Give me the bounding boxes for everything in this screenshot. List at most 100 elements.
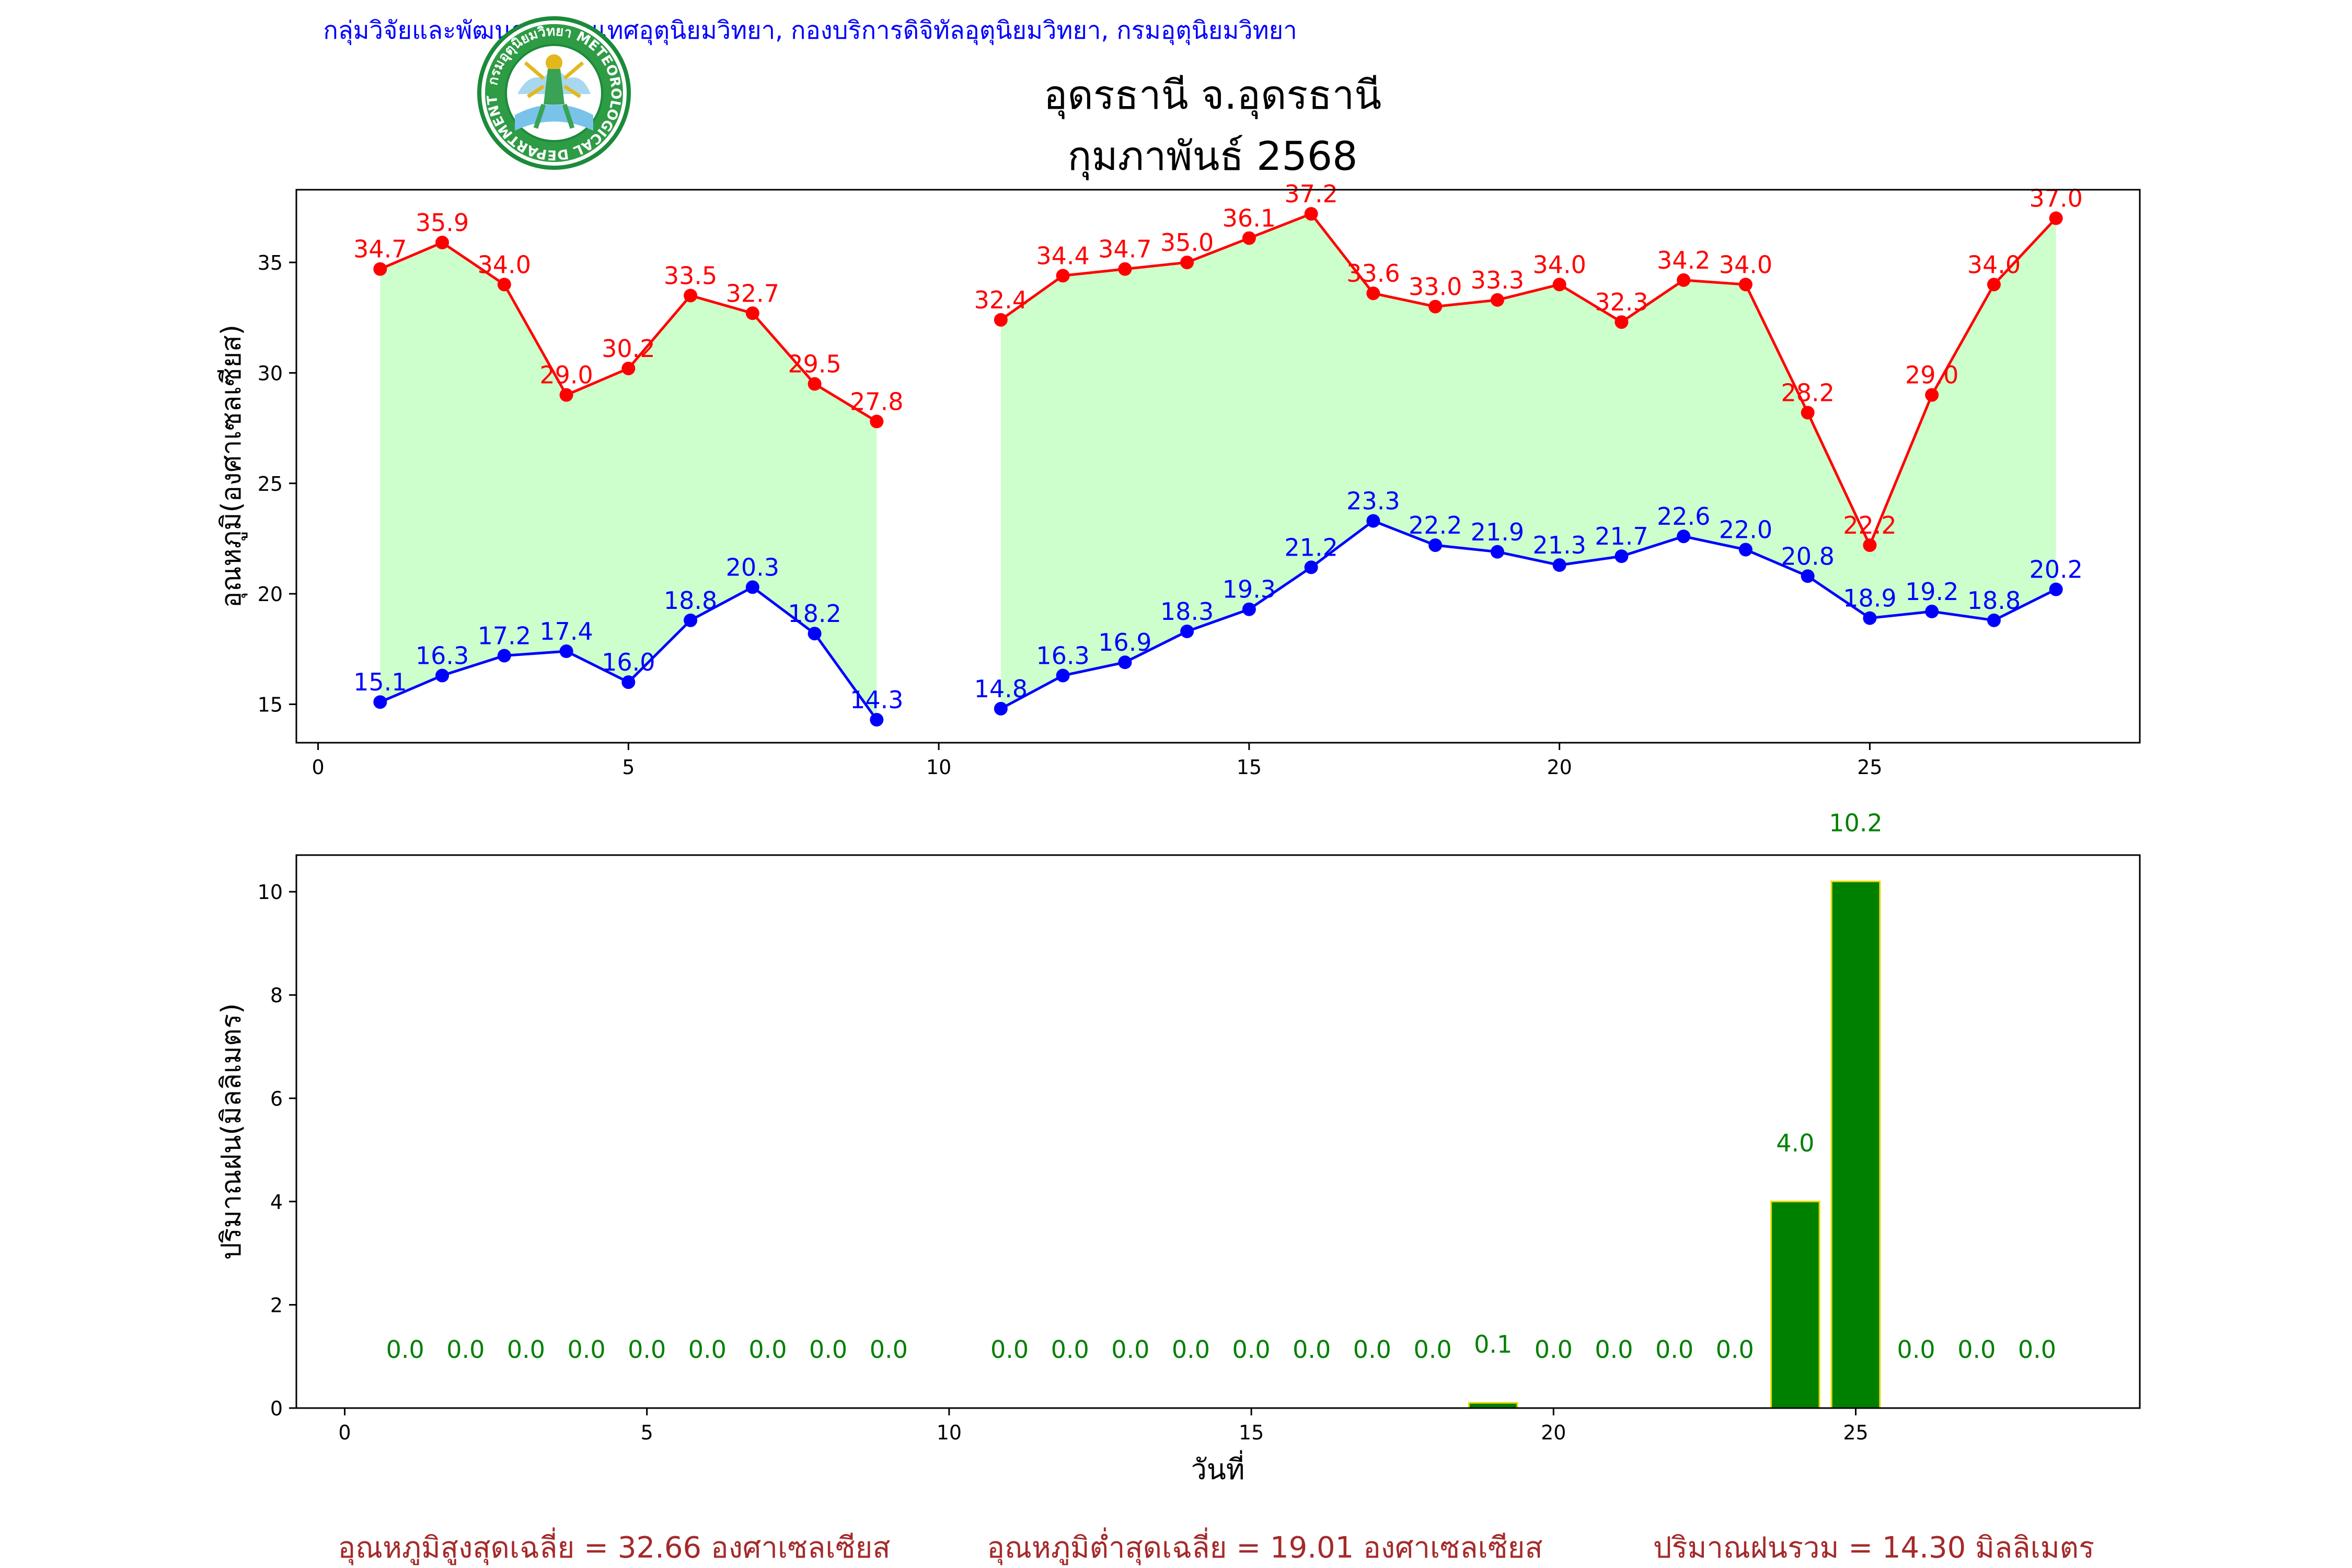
temperature-max-point (1428, 299, 1443, 314)
temperature-min-label: 21.9 (1471, 518, 1524, 546)
temperature-min-label: 18.8 (1967, 586, 2021, 615)
temperature-min-label: 18.2 (788, 599, 841, 628)
temperature-min-label: 18.3 (1160, 597, 1214, 626)
rainfall-y-tick-label: 6 (270, 1087, 283, 1110)
temperature-min-point (870, 713, 884, 727)
temperature-min-label: 20.3 (726, 553, 779, 581)
temperature-max-point (1056, 269, 1070, 283)
rainfall-data-label: 0.0 (688, 1335, 727, 1364)
temperature-min-label: 21.2 (1284, 533, 1338, 561)
temperature-min-label: 16.9 (1098, 628, 1151, 656)
rainfall-data-label: 0.0 (567, 1335, 605, 1364)
temperature-min-point (1552, 558, 1566, 572)
rainfall-y-ticks: 0 2 4 6 8 10 (258, 881, 296, 1420)
temperature-max-point (1304, 207, 1318, 221)
temperature-data-labels: 34.7 35.9 34.0 29.0 30.2 33.5 32.7 29.5 27.8 32.4… (353, 180, 2083, 714)
temperature-max-label: 33.5 (664, 261, 717, 290)
temperature-min-label: 20.8 (1781, 542, 1834, 570)
temperature-x-tick-label: 0 (312, 756, 324, 779)
temperature-min-point (1490, 545, 1504, 559)
temperature-min-label: 14.8 (974, 675, 1028, 703)
temperature-max-label: 33.0 (1409, 273, 1462, 301)
temperature-min-label: 17.4 (539, 617, 593, 645)
temperature-max-label: 34.2 (1657, 246, 1710, 274)
temperature-min-point (435, 668, 449, 683)
rainfall-y-tick-label: 2 (270, 1294, 283, 1317)
rainfall-data-label: 0.0 (990, 1335, 1029, 1364)
temperature-max-point (1987, 278, 2001, 292)
temperature-max-label: 29.0 (1905, 361, 1958, 389)
temperature-max-label: 28.2 (1781, 378, 1834, 407)
temperature-max-point (1242, 231, 1256, 245)
rainfall-data-label: 0.0 (507, 1335, 545, 1364)
temperature-min-point (1242, 602, 1256, 616)
temperature-x-tick-label: 5 (622, 756, 635, 779)
temperature-max-point (2049, 211, 2063, 225)
temperature-min-point (1366, 514, 1380, 528)
temperature-min-label: 22.2 (1409, 511, 1462, 539)
temperature-max-point (373, 262, 387, 276)
temperature-max-label: 32.4 (974, 286, 1028, 314)
rainfall-data-label: 4.0 (1776, 1129, 1814, 1157)
temperature-min-point (1987, 613, 2001, 627)
temperature-min-point (497, 649, 511, 663)
temperature-points (373, 207, 2063, 727)
temperature-max-label: 29.5 (788, 350, 841, 378)
temperature-min-point (373, 695, 387, 709)
rainfall-data-label: 0.0 (1716, 1335, 1754, 1364)
temperature-plot-frame (295, 189, 2141, 744)
temperature-max-point (745, 306, 759, 320)
temperature-min-label: 21.7 (1595, 522, 1648, 550)
temperature-min-label: 19.3 (1223, 575, 1276, 604)
temperature-min-point (1304, 560, 1318, 574)
rainfall-data-label: 0.0 (1957, 1335, 1996, 1364)
temperature-x-tick-label: 15 (1237, 756, 1262, 779)
temperature-min-point (1863, 611, 1877, 625)
temperature-max-label: 30.2 (602, 335, 655, 363)
rainfall-data-label: 0.0 (1353, 1335, 1391, 1364)
summary-avg-min: อุณหภูมิต่ำสุดเฉลี่ย = 19.01 องศาเซลเซีย… (987, 1527, 1542, 1565)
temperature-max-label: 34.7 (353, 235, 407, 263)
temperature-max-point (1801, 406, 1815, 420)
rainfall-data-label: 0.0 (1232, 1335, 1271, 1364)
rainfall-y-axis-label: ปริมาณฝน(มิลลิเมตร) (216, 1003, 247, 1260)
temperature-min-label: 22.0 (1719, 516, 1772, 544)
temperature-min-label: 18.9 (1843, 584, 1896, 613)
rainfall-data-labels: 0.0 0.0 0.0 0.0 0.0 0.0 0.0 0.0 0.0 0.0 0.0 0.0 0.0 0… (386, 809, 2056, 1364)
temperature-max-point (870, 414, 884, 429)
rainfall-data-label: 0.0 (386, 1335, 424, 1364)
temperature-min-point (1801, 569, 1815, 583)
temperature-min-label: 14.3 (850, 686, 903, 714)
meteorological-department-logo: กรมอุตุนิยมวิทยา METEOROLOGICAL DEPARTME… (477, 16, 631, 170)
temperature-y-tick-label: 20 (258, 583, 283, 606)
rainfall-chart: 0.0 0.0 0.0 0.0 0.0 0.0 0.0 0.0 0.0 0.0 0.0 0.0 0.0 0… (216, 809, 2141, 1486)
temperature-y-tick-label: 35 (258, 251, 283, 274)
temperature-min-label: 22.6 (1657, 502, 1710, 531)
temperature-max-label: 22.2 (1843, 511, 1896, 539)
temperature-x-tick-label: 10 (926, 756, 951, 779)
temperature-x-tick-label: 20 (1547, 756, 1572, 779)
temperature-chart: 34.7 35.9 34.0 29.0 30.2 33.5 32.7 29.5 27.8 32.4… (216, 180, 2141, 779)
temperature-band-segment-0 (380, 243, 877, 720)
temperature-min-point (559, 644, 573, 659)
temperature-max-label: 33.6 (1346, 259, 1400, 287)
temperature-max-point (559, 388, 573, 402)
temperature-max-point (684, 289, 698, 303)
rainfall-bars (380, 880, 2062, 1409)
temperature-max-label: 32.3 (1595, 288, 1648, 316)
rainfall-data-label: 0.0 (870, 1335, 908, 1364)
temperature-max-label: 34.0 (478, 250, 531, 279)
rainfall-bar (1770, 1201, 1820, 1409)
temperature-max-point (1738, 278, 1753, 292)
agency-text: กลุ่มวิจัยและพัฒนาสารสนเทศอุตุนิยมวิทยา,… (323, 16, 1297, 45)
temperature-max-label: 27.8 (850, 387, 903, 416)
temperature-max-label: 34.7 (1098, 235, 1151, 263)
temperature-max-point (435, 236, 449, 250)
temperature-max-label: 37.0 (2029, 185, 2082, 213)
rainfall-data-label: 0.0 (1051, 1335, 1089, 1364)
rainfall-x-axis-label: วันที่ (1191, 1450, 1245, 1486)
temperature-min-point (1056, 668, 1070, 683)
temperature-range-band (380, 214, 2056, 720)
